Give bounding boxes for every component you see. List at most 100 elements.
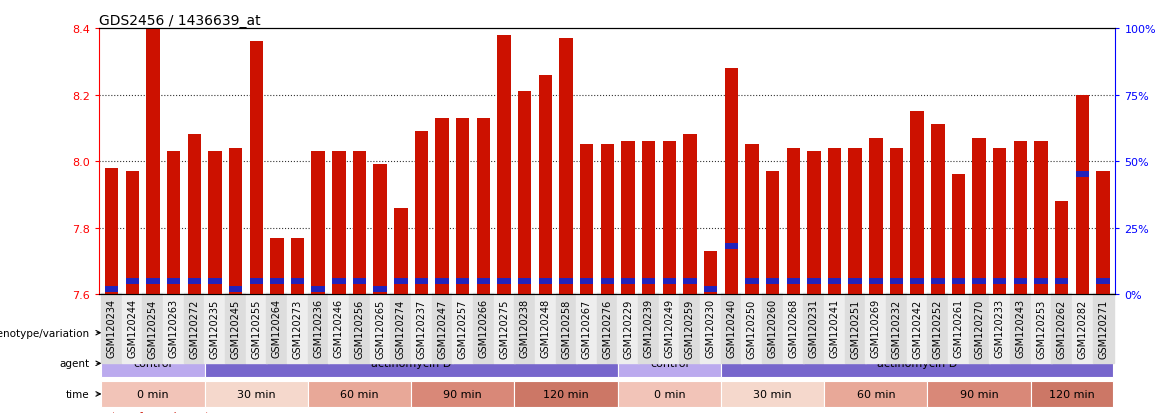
Bar xyxy=(621,278,634,284)
Bar xyxy=(105,169,118,294)
Bar xyxy=(559,278,572,284)
Bar xyxy=(229,286,242,292)
Bar xyxy=(415,132,429,294)
Bar xyxy=(436,119,449,294)
Bar xyxy=(374,286,387,292)
Bar xyxy=(828,278,841,284)
Text: 30 min: 30 min xyxy=(237,389,276,399)
Bar xyxy=(146,29,160,294)
Bar xyxy=(374,165,387,294)
Bar xyxy=(580,278,593,284)
Bar xyxy=(973,278,986,284)
Bar xyxy=(786,278,800,284)
Bar xyxy=(910,112,924,294)
Bar xyxy=(724,244,738,249)
Text: GDS2456 / 1436639_at: GDS2456 / 1436639_at xyxy=(99,14,260,28)
Bar xyxy=(353,152,367,294)
Bar xyxy=(1035,278,1048,284)
Bar xyxy=(890,148,903,294)
Bar xyxy=(188,135,201,294)
Bar xyxy=(102,381,204,407)
Text: agent: agent xyxy=(60,358,89,368)
Bar xyxy=(250,278,263,284)
Bar xyxy=(477,119,491,294)
Text: tristetrapolin-deficient: tristetrapolin-deficient xyxy=(804,328,927,338)
Bar xyxy=(869,278,883,284)
Bar xyxy=(126,278,139,284)
Bar xyxy=(519,278,531,284)
Bar xyxy=(828,148,841,294)
Bar xyxy=(721,350,1113,377)
Text: control: control xyxy=(651,358,689,368)
Bar xyxy=(910,278,924,284)
Bar xyxy=(250,42,263,294)
Bar xyxy=(538,278,552,284)
Bar xyxy=(208,152,222,294)
Bar xyxy=(1076,95,1089,294)
Bar xyxy=(825,381,927,407)
Bar xyxy=(931,125,945,294)
Bar xyxy=(498,278,510,284)
Bar xyxy=(456,119,470,294)
Bar xyxy=(270,278,284,284)
Bar xyxy=(662,142,676,294)
Bar xyxy=(146,278,160,284)
Bar xyxy=(600,278,614,284)
Bar xyxy=(1097,172,1110,294)
Text: 90 min: 90 min xyxy=(960,389,999,399)
Bar xyxy=(204,381,308,407)
Bar xyxy=(683,278,696,284)
Text: time: time xyxy=(65,389,89,399)
Text: wild type: wild type xyxy=(334,328,385,338)
Bar xyxy=(102,350,204,377)
Bar xyxy=(869,138,883,294)
Bar xyxy=(1014,142,1027,294)
Bar xyxy=(519,92,531,294)
Text: genotype/variation: genotype/variation xyxy=(0,328,89,338)
Bar xyxy=(394,208,408,294)
Bar xyxy=(662,278,676,284)
Bar xyxy=(1055,202,1069,294)
Bar xyxy=(618,381,721,407)
Text: ■ transformed count: ■ transformed count xyxy=(99,411,209,413)
Bar xyxy=(538,76,552,294)
Bar xyxy=(952,278,965,284)
Bar xyxy=(456,278,470,284)
Bar xyxy=(993,278,1007,284)
Bar xyxy=(188,278,201,284)
Bar xyxy=(229,148,242,294)
Bar xyxy=(1097,278,1110,284)
Bar xyxy=(848,278,862,284)
Bar xyxy=(807,152,821,294)
Bar xyxy=(312,286,325,292)
Bar xyxy=(105,286,118,292)
Text: actinomycin D: actinomycin D xyxy=(371,358,451,368)
Bar xyxy=(167,152,180,294)
Bar xyxy=(745,145,759,294)
Bar xyxy=(766,172,779,294)
Bar xyxy=(621,142,634,294)
Bar xyxy=(332,152,346,294)
Bar xyxy=(704,286,717,292)
Bar xyxy=(204,350,618,377)
Bar xyxy=(208,278,222,284)
Bar xyxy=(618,320,1113,346)
Bar xyxy=(312,152,325,294)
Bar xyxy=(724,69,738,294)
Bar xyxy=(618,350,721,377)
Bar xyxy=(415,278,429,284)
Text: 30 min: 30 min xyxy=(753,389,792,399)
Bar xyxy=(291,238,305,294)
Bar xyxy=(559,39,572,294)
Bar xyxy=(394,278,408,284)
Bar xyxy=(126,172,139,294)
Text: 0 min: 0 min xyxy=(137,389,169,399)
Text: 60 min: 60 min xyxy=(856,389,895,399)
Bar xyxy=(332,278,346,284)
Bar xyxy=(498,36,510,294)
Bar xyxy=(270,238,284,294)
Bar xyxy=(927,381,1030,407)
Bar xyxy=(973,138,986,294)
Bar xyxy=(890,278,903,284)
Bar xyxy=(1055,278,1069,284)
